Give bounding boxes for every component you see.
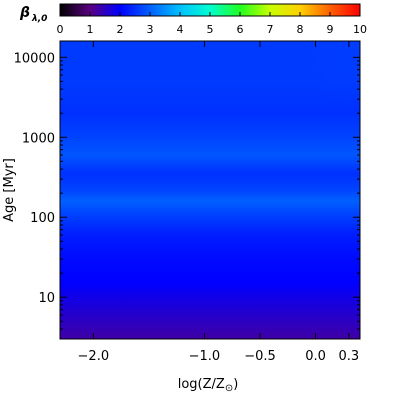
colorbar-tick-label: 6 bbox=[237, 23, 244, 36]
x-axis-label-close: ) bbox=[233, 377, 238, 392]
x-tick-label: −2.0 bbox=[78, 349, 110, 364]
y-tick-label: 1000 bbox=[22, 131, 55, 146]
y-tick-label: 100 bbox=[30, 211, 55, 226]
colorbar-tick-label: 4 bbox=[177, 23, 184, 36]
colorbar-tick-label: 1 bbox=[87, 23, 94, 36]
colorbar-tick-label: 3 bbox=[147, 23, 154, 36]
x-axis-ticks: −2.0 −1.0 −0.5 0.0 0.3 bbox=[78, 41, 360, 364]
plot-area: −2.0 −1.0 −0.5 0.0 0.3 10 100 1000 10000 bbox=[14, 40, 361, 364]
colorbar-label: β bbox=[19, 5, 30, 21]
plot-frame bbox=[59, 40, 361, 340]
x-tick-label: −1.0 bbox=[189, 349, 221, 364]
colorbar-label-subscript: λ,0 bbox=[31, 14, 47, 24]
colorbar-tick-label: 2 bbox=[117, 23, 124, 36]
y-axis-ticks: 10 100 1000 10000 bbox=[14, 51, 360, 340]
colorbar-tick-label: 7 bbox=[267, 23, 274, 36]
y-axis-label: Age [Myr] bbox=[2, 158, 17, 222]
y-tick-label: 10000 bbox=[14, 51, 55, 66]
y-tick-label: 10 bbox=[38, 291, 55, 306]
colorbar-tick-label: 5 bbox=[207, 23, 214, 36]
x-axis-label-main: log(Z/Z bbox=[178, 377, 225, 392]
heatmap-corner-shade bbox=[260, 41, 360, 151]
x-axis-label-sun: ⊙ bbox=[225, 383, 233, 394]
colorbar: β λ,0 0 1 2 3 4 5 6 7 8 9 10 bbox=[19, 3, 367, 36]
colorbar-tick-label: 0 bbox=[57, 23, 64, 36]
x-axis-label: log(Z/Z⊙) bbox=[178, 377, 239, 394]
x-tick-label: 0.3 bbox=[339, 349, 360, 364]
x-tick-label: −0.5 bbox=[244, 349, 276, 364]
colorbar-ticks: 0 1 2 3 4 5 6 7 8 9 10 bbox=[57, 12, 367, 36]
x-tick-label: 0.0 bbox=[305, 349, 326, 364]
colorbar-tick-label: 9 bbox=[327, 23, 334, 36]
colorbar-tick-label: 8 bbox=[297, 23, 304, 36]
colorbar-tick-label: 10 bbox=[353, 23, 367, 36]
